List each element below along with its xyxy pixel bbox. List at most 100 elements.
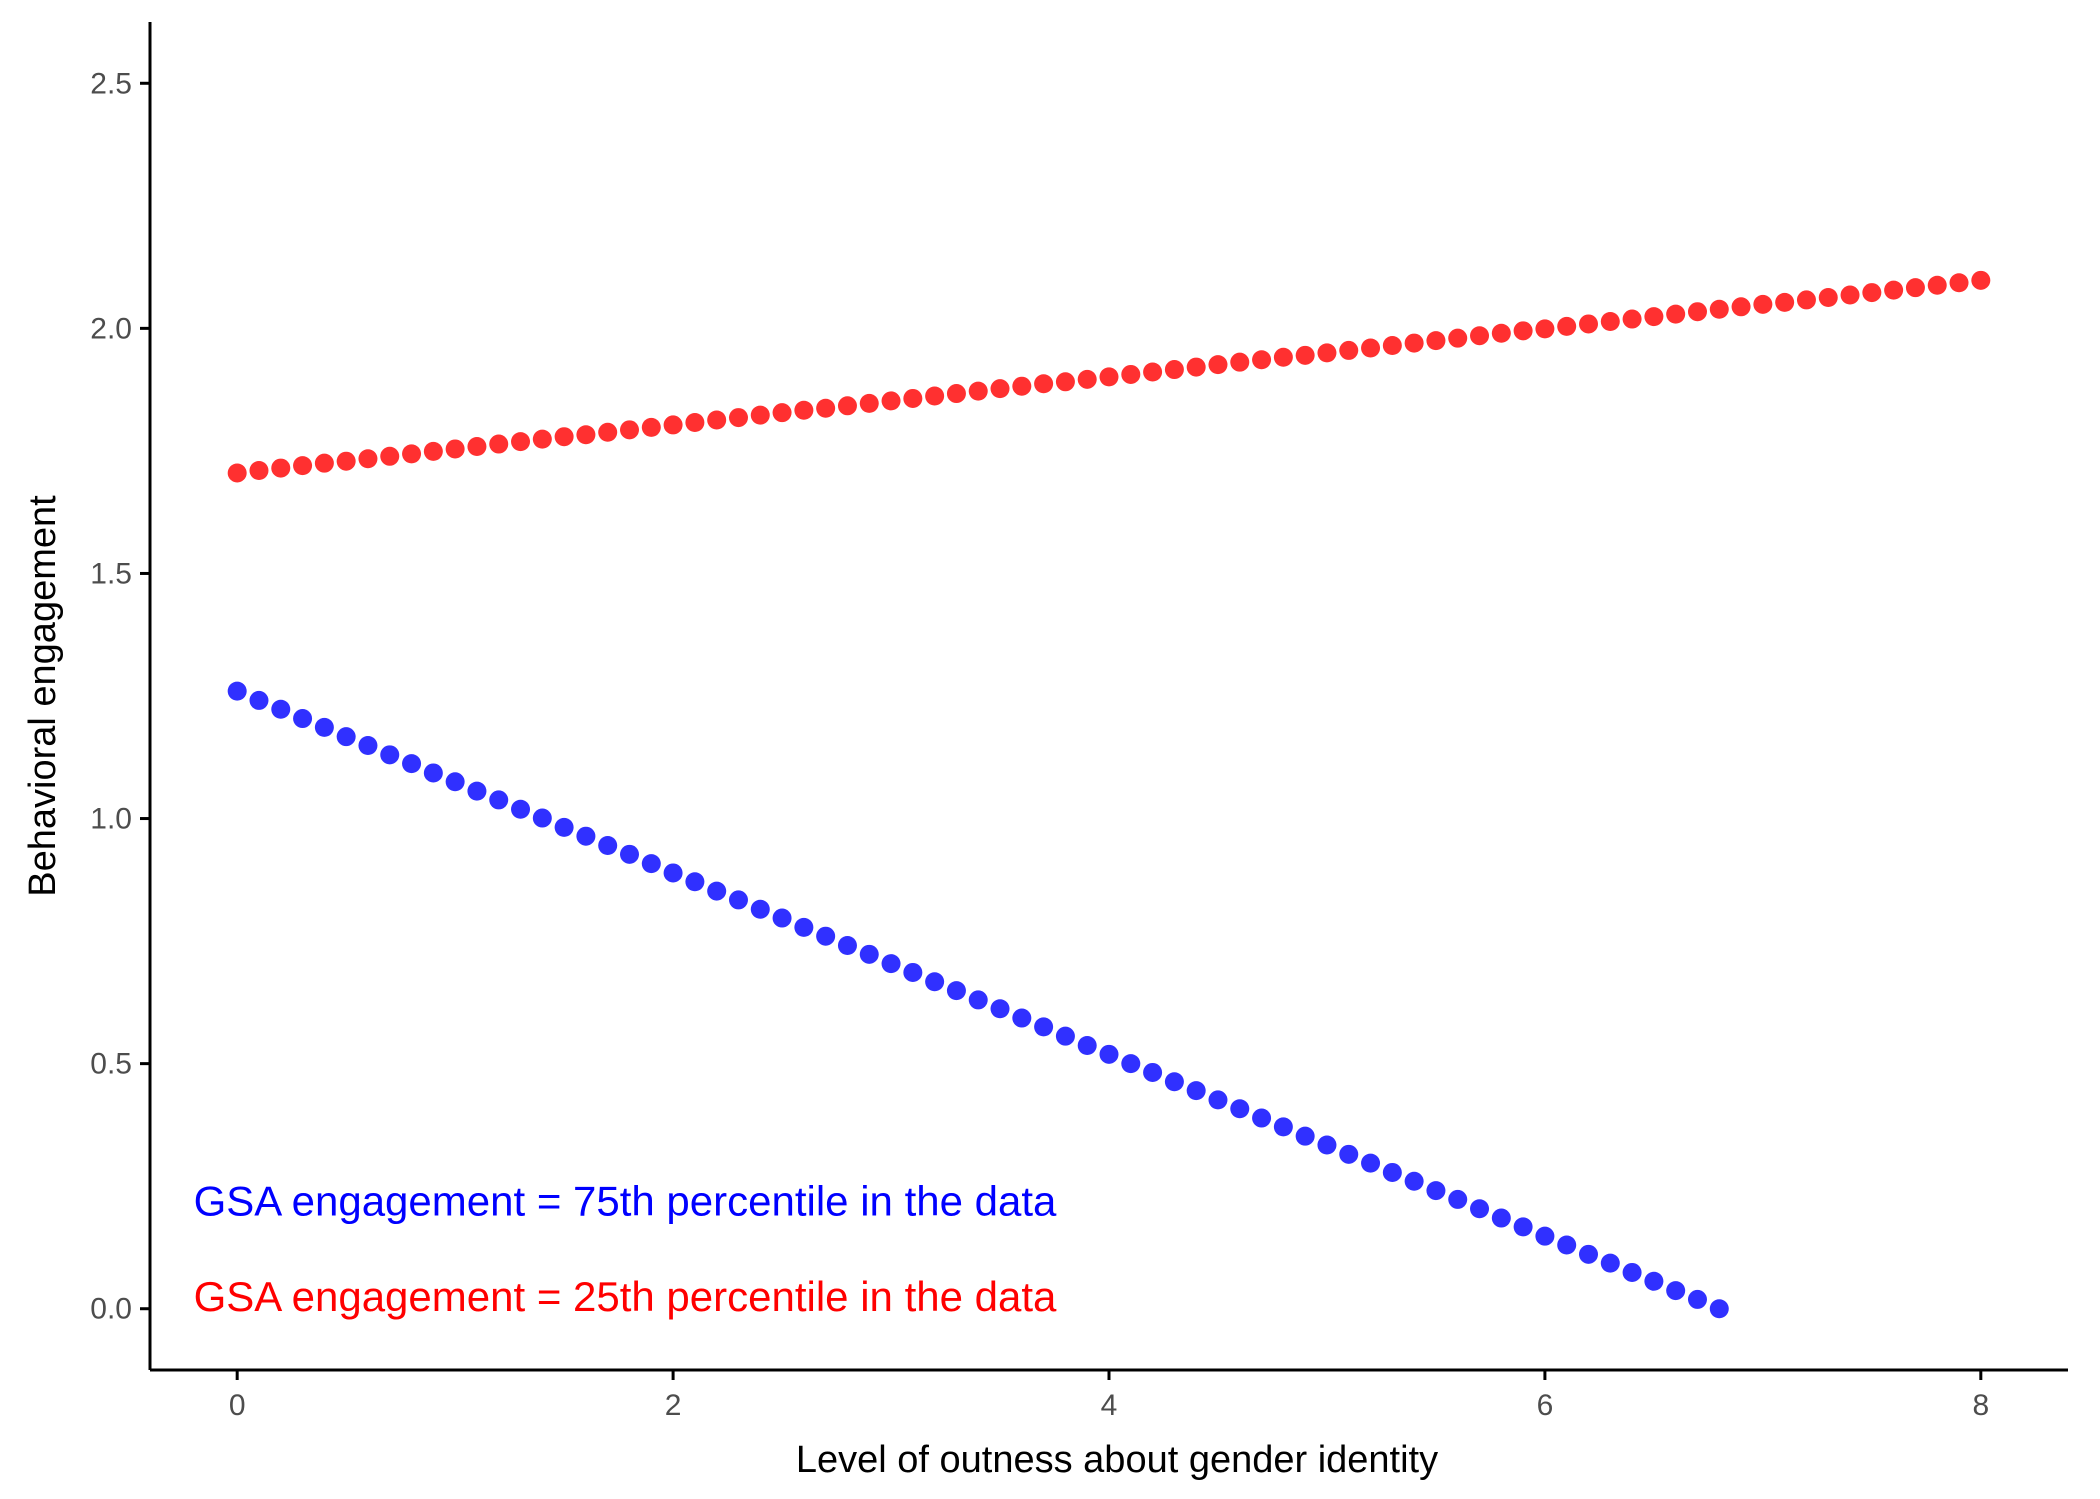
data-point	[1579, 314, 1598, 334]
data-point	[1557, 316, 1577, 336]
data-point	[1513, 1217, 1533, 1237]
data-point	[728, 890, 748, 910]
data-point	[1470, 1199, 1490, 1219]
data-point	[1121, 1054, 1141, 1074]
data-point	[925, 972, 945, 992]
data-point	[750, 899, 770, 919]
data-point	[685, 872, 705, 892]
data-point	[1317, 1135, 1337, 1155]
data-point	[1905, 278, 1925, 298]
data-point	[358, 449, 378, 469]
data-point	[1230, 1099, 1250, 1119]
data-point	[707, 410, 727, 430]
data-point	[641, 854, 661, 874]
y-tick-label: 0.5	[90, 1048, 132, 1081]
data-point	[293, 456, 313, 476]
y-tick-label: 2.0	[90, 312, 132, 345]
y-tick-label: 1.0	[90, 803, 132, 836]
data-point	[903, 962, 923, 982]
data-point	[1361, 338, 1381, 358]
data-point	[750, 405, 770, 425]
data-point	[423, 441, 443, 461]
data-point	[1077, 1035, 1097, 1055]
data-point	[1295, 1126, 1315, 1146]
data-point	[1317, 343, 1337, 363]
data-point	[946, 981, 966, 1001]
data-point	[1535, 1226, 1555, 1246]
data-point	[990, 379, 1010, 399]
data-point	[794, 400, 814, 420]
data-point	[1666, 1281, 1686, 1301]
data-point	[1949, 273, 1969, 293]
data-point	[1208, 355, 1228, 375]
data-point	[1273, 1117, 1293, 1137]
data-point	[1295, 345, 1315, 365]
series-1-points	[227, 270, 1991, 483]
x-tick-label: 4	[1101, 1389, 1118, 1422]
data-point	[1513, 321, 1533, 341]
data-point	[1796, 290, 1816, 310]
data-point	[728, 408, 748, 428]
series-annotation: GSA engagement = 75th percentile in the …	[194, 1178, 1057, 1225]
data-point	[1143, 362, 1163, 382]
data-point	[1099, 1044, 1119, 1064]
data-point	[489, 434, 509, 454]
data-point	[1382, 336, 1402, 356]
data-point	[1753, 294, 1773, 314]
data-point	[881, 954, 901, 974]
y-tick-label: 2.5	[90, 67, 132, 100]
data-point	[1491, 1208, 1511, 1228]
data-point	[1557, 1235, 1577, 1255]
data-point	[1404, 333, 1424, 353]
data-point	[1012, 376, 1032, 396]
data-point	[271, 699, 291, 719]
x-tick-label: 6	[1537, 1389, 1554, 1422]
data-point	[1034, 374, 1054, 394]
data-point	[1012, 1008, 1032, 1028]
data-point	[1077, 369, 1097, 389]
data-point	[1687, 302, 1707, 322]
y-axis-title: Behavioral engagement	[22, 495, 64, 897]
data-point	[1339, 340, 1359, 360]
data-point	[1273, 347, 1293, 367]
data-point	[1470, 326, 1490, 346]
x-axis-ticks: 0 2 4 6 8	[229, 1370, 1989, 1422]
data-point	[1448, 1189, 1468, 1209]
data-point	[1600, 1253, 1620, 1273]
data-point	[663, 863, 683, 883]
data-point	[620, 420, 639, 440]
data-point	[1840, 285, 1860, 305]
data-point	[293, 709, 313, 729]
data-point	[772, 403, 792, 423]
data-point	[1644, 1271, 1664, 1291]
data-point	[576, 425, 596, 445]
data-point	[271, 458, 291, 478]
data-point	[1382, 1162, 1402, 1182]
data-point	[358, 736, 378, 756]
data-point	[1535, 319, 1555, 339]
data-point	[227, 681, 247, 701]
data-point	[620, 844, 639, 864]
data-point	[1731, 297, 1751, 317]
series-annotation: GSA engagement = 25th percentile in the …	[194, 1273, 1057, 1320]
y-tick-label: 1.5	[90, 557, 132, 590]
data-point	[314, 453, 334, 473]
data-point	[402, 444, 422, 464]
data-point	[641, 417, 661, 437]
data-point	[707, 881, 727, 901]
data-point	[532, 808, 552, 828]
series-0-points	[227, 681, 1729, 1319]
data-point	[554, 427, 574, 447]
series-layer	[227, 270, 1991, 1319]
data-point	[1709, 1299, 1729, 1319]
data-point	[1600, 312, 1620, 332]
data-point	[816, 398, 836, 418]
data-point	[402, 754, 422, 774]
data-point	[816, 926, 836, 946]
data-point	[423, 763, 443, 783]
data-point	[598, 422, 618, 442]
data-point	[445, 439, 465, 459]
data-point	[532, 429, 552, 449]
data-point	[1448, 328, 1468, 348]
data-point	[1709, 299, 1729, 319]
